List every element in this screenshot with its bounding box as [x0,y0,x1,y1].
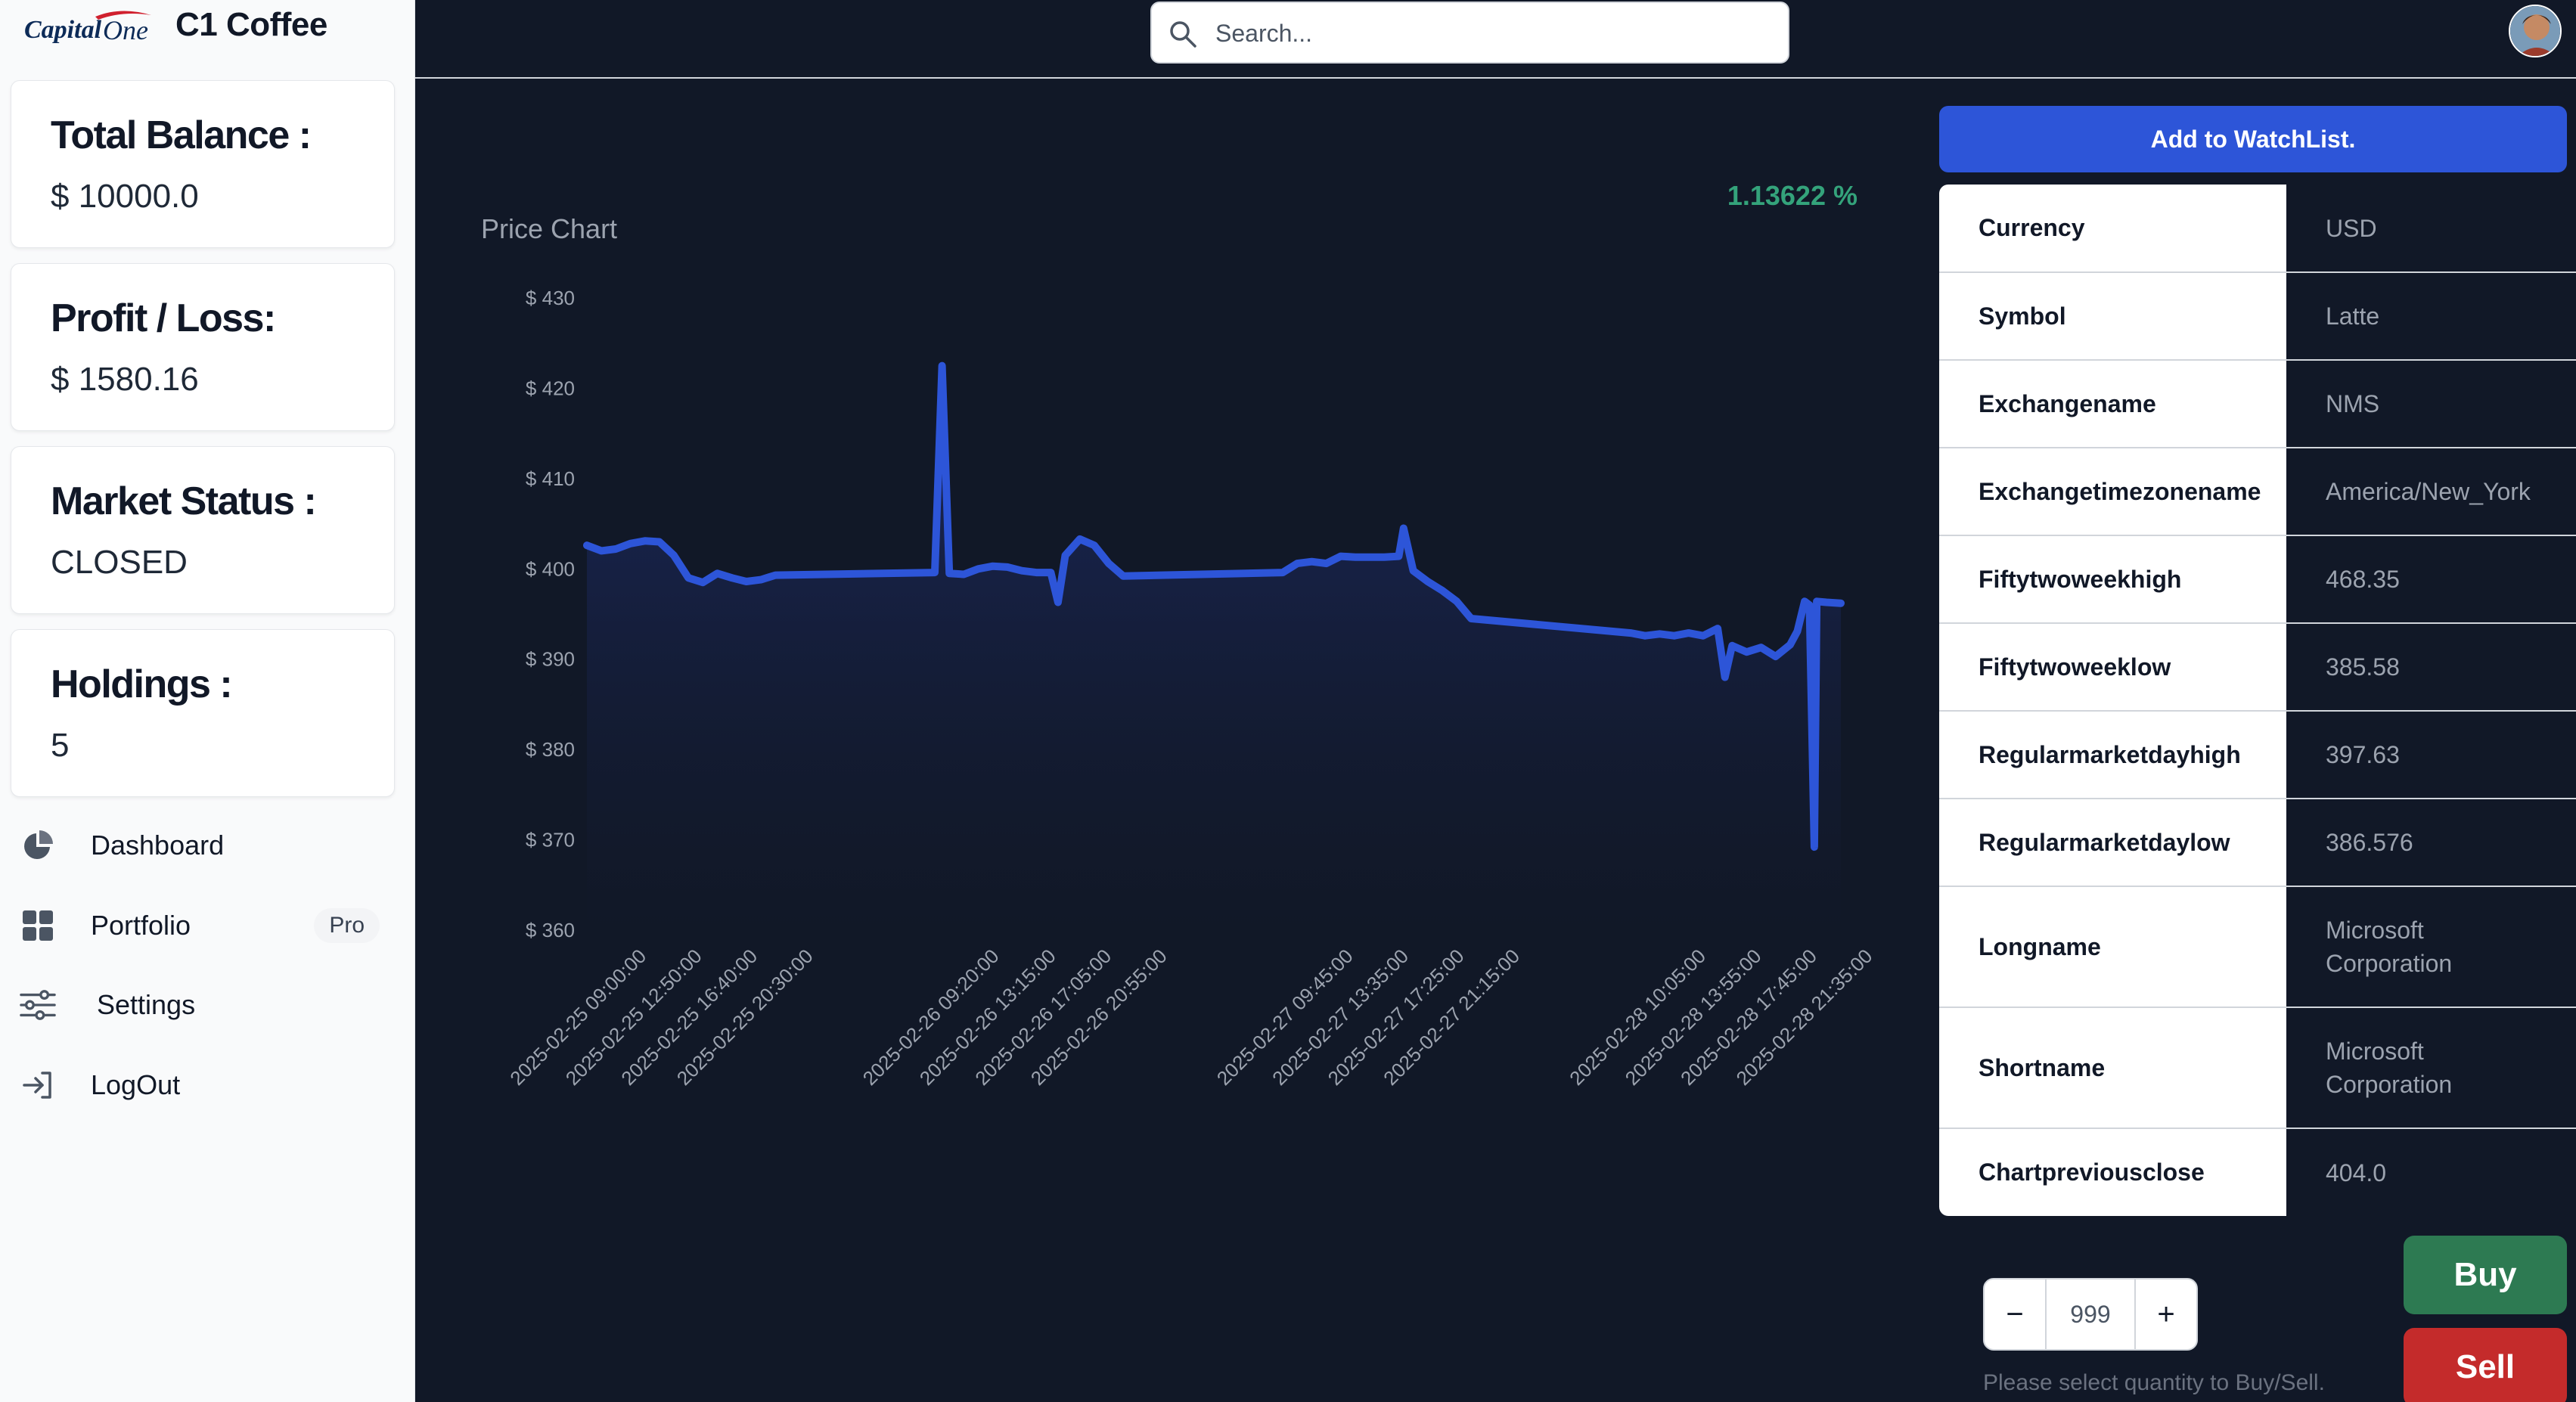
quantity-input[interactable] [2045,1279,2136,1349]
market-status-value: CLOSED [51,544,188,581]
increment-button[interactable]: + [2157,1297,2175,1331]
nav-label-settings: Settings [97,989,196,1020]
row-value: Microsoft Corporation [2286,1007,2576,1129]
quantity-stepper: − + [1983,1278,2198,1351]
table-row: Regularmarketdayhigh 397.63 [1939,711,2576,799]
top-bar [415,0,2576,79]
table-row: Fiftytwoweeklow 385.58 [1939,623,2576,712]
row-value: America/New_York [2286,448,2576,536]
row-value: USD [2286,185,2576,273]
search-icon [1170,21,1196,48]
y-tick-label: $ 410 [526,467,575,490]
table-row: Shortname Microsoft Corporation [1939,1007,2576,1129]
pie-chart-icon [20,827,56,864]
search-box[interactable] [1150,2,1789,64]
price-area [587,365,1841,931]
app-title: C1 Coffee [175,6,327,43]
row-value: 468.35 [2286,535,2576,624]
total-balance-value: $ 10000.0 [51,178,199,215]
market-status-card: Market Status : CLOSED [11,446,395,614]
y-tick-label: $ 390 [526,648,575,671]
profit-loss-label: Profit / Loss: [51,296,276,340]
price-chart: $ 430 $ 420 $ 410 $ 400 $ 390 $ 380 $ 370 $ 360… [505,287,1876,1090]
svg-text:One: One [103,15,148,45]
total-balance-card: Total Balance : $ 10000.0 [11,80,395,248]
table-row: Exchangename NMS [1939,360,2576,448]
row-key: Symbol [1939,272,2286,361]
holdings-value: 5 [51,727,70,764]
row-value: 397.63 [2286,711,2576,799]
row-key: Exchangetimezonename [1939,448,2286,536]
profit-loss-card: Profit / Loss: $ 1580.16 [11,263,395,431]
nav-item-dashboard[interactable]: Dashboard [20,819,390,872]
row-value: NMS [2286,360,2576,448]
svg-text:Capital: Capital [24,16,102,44]
nav-label-dashboard: Dashboard [91,830,225,861]
table-row: Currency USD [1939,185,2576,273]
row-key: Regularmarketdayhigh [1939,711,2286,799]
table-row: Regularmarketdaylow 386.576 [1939,799,2576,887]
buy-button[interactable]: Buy [2404,1236,2567,1314]
market-status-label: Market Status : [51,479,317,523]
row-key: Fiftytwoweeklow [1939,623,2286,712]
nav-item-logout[interactable]: LogOut [20,1059,390,1112]
nav-item-settings[interactable]: Settings [20,979,390,1031]
brand[interactable]: Capital One [23,5,157,50]
table-row: Longname Microsoft Corporation [1939,886,2576,1008]
row-value: 385.58 [2286,623,2576,712]
row-key: Shortname [1939,1007,2286,1129]
row-key: Chartpreviousclose [1939,1128,2286,1216]
stock-info-table: Currency USD Symbol Latte Exchangename N… [1939,185,2576,1216]
sell-button[interactable]: Sell [2404,1328,2567,1402]
row-key: Exchangename [1939,360,2286,448]
row-value: 404.0 [2286,1128,2576,1216]
table-row: Fiftytwoweekhigh 468.35 [1939,535,2576,624]
grid-icon [20,907,56,944]
capital-one-logo: Capital One [24,11,151,45]
nav-label-logout: LogOut [91,1069,181,1100]
row-key: Regularmarketdaylow [1939,799,2286,887]
sliders-icon [20,987,56,1023]
y-tick-label: $ 360 [526,919,575,941]
search-input[interactable] [1215,9,1775,57]
pro-badge: Pro [314,908,380,943]
total-balance-label: Total Balance : [51,113,312,157]
row-value: 386.576 [2286,799,2576,887]
y-tick-label: $ 400 [526,557,575,580]
nav-item-portfolio[interactable]: Portfolio Pro [20,899,390,952]
y-tick-label: $ 420 [526,377,575,399]
nav-label-portfolio: Portfolio [91,910,191,941]
row-value: Microsoft Corporation [2286,886,2576,1008]
table-row: Chartpreviousclose 404.0 [1939,1128,2576,1216]
row-key: Fiftytwoweekhigh [1939,535,2286,624]
row-key: Longname [1939,886,2286,1008]
y-tick-label: $ 370 [526,829,575,851]
percent-change: 1.13622 % [1727,180,1858,211]
avatar[interactable] [2509,5,2562,57]
row-key: Currency [1939,185,2286,273]
chart-title: Price Chart [481,213,618,244]
row-value: Latte [2286,272,2576,361]
quantity-hint: Please select quantity to Buy/Sell. [1983,1370,2325,1395]
y-tick-label: $ 430 [526,287,575,309]
decrement-button[interactable]: − [2006,1297,2024,1331]
profit-loss-value: $ 1580.16 [51,361,199,398]
sidebar: Capital One C1 Coffee Total Balance : $ … [0,0,415,1402]
y-tick-label: $ 380 [526,738,575,761]
logout-icon [20,1067,56,1103]
holdings-card: Holdings : 5 [11,629,395,797]
add-to-watchlist-button[interactable]: Add to WatchList. [1939,106,2567,172]
table-row: Exchangetimezonename America/New_York [1939,448,2576,536]
holdings-label: Holdings : [51,662,233,706]
table-row: Symbol Latte [1939,272,2576,361]
price-line [583,361,1845,851]
